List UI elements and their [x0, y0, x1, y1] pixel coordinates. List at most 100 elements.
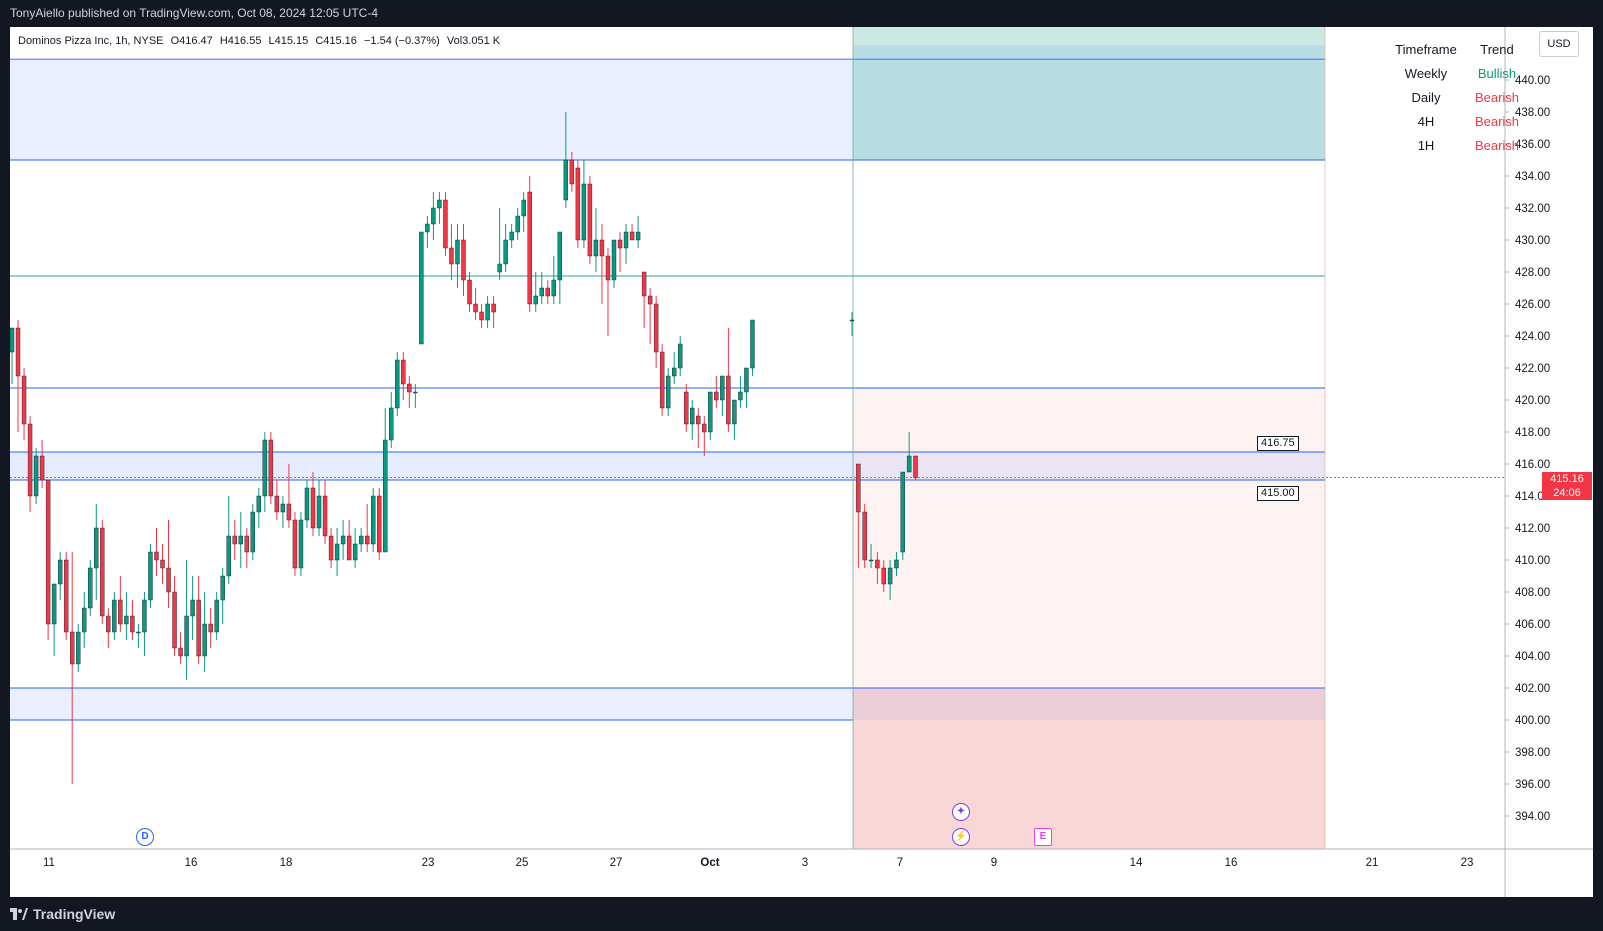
- candle-body: [262, 439, 268, 497]
- dividend-icon[interactable]: D: [136, 828, 154, 846]
- publish-header: TonyAiello published on TradingView.com,…: [0, 0, 1603, 27]
- candle-body: [750, 319, 755, 369]
- candle-body: [364, 535, 370, 545]
- demand-zone-low: [10, 688, 853, 720]
- trend-row-timeframe: Weekly: [1404, 65, 1448, 81]
- price-label-lower[interactable]: 415.00: [1257, 486, 1299, 501]
- trend-row: Daily Bearish: [1390, 85, 1532, 109]
- chart-frame[interactable]: [10, 27, 1593, 897]
- candle-body: [94, 527, 99, 569]
- time-tick-label: 3: [802, 857, 808, 869]
- candle-body: [599, 239, 605, 257]
- price-tick-label: 410.00: [1515, 555, 1550, 567]
- time-tick-label: 21: [1366, 857, 1379, 869]
- legend-volume: Vol3.051 K: [446, 35, 501, 47]
- candle-body: [202, 623, 207, 657]
- legend-symbol: Dominos Pizza Inc, 1h, NYSE: [18, 35, 164, 47]
- candle-body: [166, 567, 171, 593]
- candle-body: [539, 287, 544, 297]
- time-tick-label: 18: [280, 857, 293, 869]
- price-tick-label: 432.00: [1515, 203, 1550, 215]
- candle-body: [371, 495, 376, 545]
- candle-body: [352, 543, 358, 561]
- legend-open: O416.47: [170, 35, 213, 47]
- candle-body: [328, 535, 334, 561]
- candle-body: [69, 631, 75, 665]
- price-label-upper[interactable]: 416.75: [1257, 436, 1299, 451]
- candle-body: [714, 391, 719, 401]
- candle-body: [593, 239, 599, 257]
- candle-body: [76, 631, 81, 665]
- candle-body: [100, 527, 105, 617]
- target-zone-top: [853, 27, 1325, 45]
- candle-body: [461, 239, 466, 281]
- candle-body: [617, 239, 623, 249]
- tradingview-logo[interactable]: TradingView: [10, 906, 115, 922]
- candle-body: [401, 359, 406, 385]
- candle-body: [63, 559, 69, 633]
- trend-row-timeframe: 1H: [1417, 137, 1435, 153]
- candle-body: [629, 231, 635, 241]
- candle-body: [449, 247, 454, 265]
- time-tick-label: 27: [610, 857, 623, 869]
- candle-body: [744, 367, 749, 393]
- legend-change: −1.54 (−0.37%): [363, 35, 440, 47]
- time-tick-label: 9: [991, 857, 997, 869]
- trend-row-value: Bearish: [1474, 89, 1520, 105]
- candle-body: [672, 367, 677, 377]
- candle-body: [112, 599, 117, 633]
- candle-body: [527, 191, 532, 305]
- price-tick-label: 408.00: [1515, 587, 1550, 599]
- candle-body: [509, 231, 514, 241]
- symbol-legend[interactable]: Dominos Pizza Inc, 1h, NYSE O416.47 H416…: [18, 35, 504, 47]
- candle-body: [431, 207, 436, 225]
- candle-body: [913, 455, 918, 478]
- candle-body: [425, 223, 430, 233]
- candle-body: [443, 199, 448, 249]
- candle-body: [208, 623, 213, 633]
- time-tick-label: 11: [43, 857, 55, 869]
- candle-body: [881, 567, 886, 585]
- price-axis-bg: [1505, 27, 1593, 849]
- candle-body: [708, 391, 713, 433]
- price-tick-label: 406.00: [1515, 619, 1550, 631]
- candle-body: [545, 287, 550, 297]
- candle-body: [136, 631, 141, 634]
- candle-body: [702, 423, 707, 433]
- candle-body: [647, 295, 653, 305]
- candle-body: [557, 231, 563, 281]
- lightning-icon[interactable]: ⚡: [952, 828, 970, 846]
- candle-body: [250, 511, 256, 553]
- currency-button[interactable]: USD: [1539, 31, 1579, 57]
- candle-body: [82, 607, 87, 633]
- candle-body: [57, 559, 63, 585]
- candle-body: [906, 455, 912, 473]
- candle-body: [467, 279, 472, 305]
- sparkle-icon[interactable]: ✦: [952, 803, 970, 821]
- trend-table: Timeframe Trend Weekly Bullish Daily Bea…: [1390, 37, 1532, 157]
- candle-body: [106, 615, 111, 633]
- trend-row-timeframe: 4H: [1417, 113, 1435, 129]
- candle-body: [473, 303, 478, 313]
- candle-body: [659, 351, 665, 409]
- time-tick-label: 23: [422, 857, 435, 869]
- earnings-icon[interactable]: E: [1034, 828, 1052, 846]
- price-tick-label: 426.00: [1515, 299, 1550, 311]
- candle-body: [696, 415, 701, 425]
- price-tick-label: 434.00: [1515, 171, 1550, 183]
- candle-body: [172, 591, 177, 649]
- candle-body: [154, 551, 159, 561]
- candle-body: [220, 575, 225, 601]
- price-tick-label: 412.00: [1515, 523, 1550, 535]
- candle-body: [635, 231, 641, 241]
- candle-body: [720, 375, 725, 401]
- time-tick-label: 16: [185, 857, 198, 869]
- price-tick-label: 418.00: [1515, 427, 1550, 439]
- time-tick-label: 16: [1225, 857, 1238, 869]
- candle-body: [587, 183, 593, 257]
- candle-body: [358, 535, 364, 545]
- time-tick-label: Oct: [700, 857, 719, 869]
- price-tick-label: 420.00: [1515, 395, 1550, 407]
- legend-close: C415.16: [315, 35, 357, 47]
